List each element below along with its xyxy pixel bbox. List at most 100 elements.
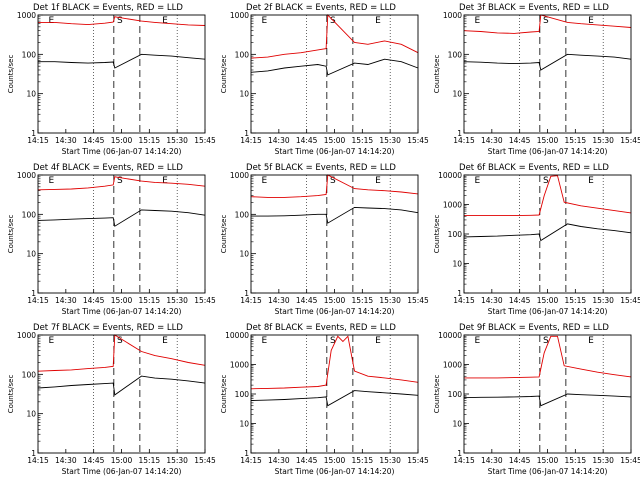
panel-1: Det 1f BLACK = Events, RED = LLD Counts/s… [7, 3, 216, 156]
panel-6: Det 6f BLACK = Events, RED = LLD Counts/s… [433, 163, 640, 316]
x-tick-label: 14:15 [27, 136, 49, 145]
y-tick-label: 100 [22, 370, 37, 379]
x-tick-label: 15:15 [139, 456, 161, 465]
panel-title: Det 3f BLACK = Events, RED = LLD [459, 3, 609, 13]
x-tick-label: 14:15 [240, 136, 262, 145]
panel-5: Det 5f BLACK = Events, RED = LLD Counts/s… [220, 163, 429, 316]
y-tick-label: 10 [452, 260, 462, 269]
x-tick-label: 14:15 [240, 456, 262, 465]
y-tick-label: 100 [22, 210, 37, 219]
marker-label: E [475, 176, 481, 186]
y-tick-label: 1 [244, 129, 249, 138]
series-line-lld [250, 335, 419, 390]
marker-label: E [375, 176, 381, 186]
x-tick-label: 14:45 [296, 456, 318, 465]
x-tick-label: 15:00 [537, 136, 559, 145]
y-tick-label: 10 [452, 90, 462, 99]
series-line-lld [463, 14, 632, 34]
x-tick-label: 14:30 [55, 136, 77, 145]
series-line-events [463, 393, 632, 407]
y-tick-label: 1 [31, 289, 36, 298]
x-tick-label: 14:45 [83, 456, 105, 465]
plot-frame [463, 174, 632, 294]
x-tick-label: 15:45 [620, 456, 640, 465]
marker-label: S [543, 176, 549, 186]
x-tick-label: 14:15 [27, 296, 49, 305]
panel-title: Det 7f BLACK = Events, RED = LLD [33, 323, 183, 333]
y-tick-label: 1 [457, 129, 462, 138]
y-tick-label: 1000 [230, 361, 249, 370]
x-tick-label: 15:30 [379, 456, 401, 465]
panel-7: Det 7f BLACK = Events, RED = LLD Counts/s… [7, 323, 216, 476]
x-tick-label: 15:45 [407, 456, 429, 465]
y-axis-label: Counts/sec [433, 375, 441, 414]
y-tick-label: 1 [244, 449, 249, 458]
x-tick-label: 15:15 [565, 296, 587, 305]
series-line-events [37, 209, 206, 227]
x-tick-label: 14:15 [27, 456, 49, 465]
x-tick-label: 14:30 [55, 296, 77, 305]
y-tick-label: 100 [448, 230, 463, 239]
marker-label: E [262, 336, 268, 346]
y-tick-label: 1 [31, 129, 36, 138]
x-tick-label: 15:15 [352, 296, 374, 305]
y-axis-label: Counts/sec [433, 215, 441, 254]
x-axis-label: Start Time (06-Jan-07 14:14:20) [275, 147, 395, 156]
marker-label: E [49, 16, 55, 26]
x-tick-label: 15:00 [324, 296, 346, 305]
y-tick-label: 1000 [17, 171, 36, 180]
x-tick-label: 15:45 [194, 136, 216, 145]
marker-label: E [262, 176, 268, 186]
marker-label: E [49, 176, 55, 186]
y-tick-label: 10 [239, 420, 249, 429]
panel-9: Det 9f BLACK = Events, RED = LLD Counts/s… [433, 323, 640, 476]
x-tick-label: 15:30 [592, 456, 614, 465]
y-tick-label: 10 [239, 250, 249, 259]
series-line-events [251, 206, 419, 224]
x-tick-label: 15:00 [324, 456, 346, 465]
y-tick-label: 100 [235, 390, 250, 399]
y-tick-label: 100 [448, 50, 463, 59]
x-tick-label: 14:30 [268, 296, 290, 305]
series-line-lld [464, 175, 632, 217]
x-tick-label: 14:30 [481, 296, 503, 305]
y-tick-label: 10 [239, 90, 249, 99]
panel-title: Det 2f BLACK = Events, RED = LLD [246, 3, 396, 13]
x-tick-label: 15:30 [166, 136, 188, 145]
x-axis-label: Start Time (06-Jan-07 14:14:20) [488, 147, 608, 156]
x-tick-label: 14:45 [509, 136, 531, 145]
marker-label: S [330, 336, 336, 346]
x-tick-label: 15:00 [111, 456, 133, 465]
x-tick-label: 15:45 [620, 296, 640, 305]
series-line-lld [464, 335, 632, 379]
marker-label: E [162, 16, 168, 26]
marker-label: S [543, 16, 549, 26]
y-tick-label: 100 [448, 390, 463, 399]
x-tick-label: 15:30 [379, 296, 401, 305]
y-tick-label: 1 [457, 289, 462, 298]
panel-title: Det 8f BLACK = Events, RED = LLD [246, 323, 396, 333]
x-tick-label: 15:15 [139, 136, 161, 145]
y-axis-label: Counts/sec [7, 215, 15, 254]
y-tick-label: 10000 [438, 171, 462, 180]
marker-label: E [375, 16, 381, 26]
x-tick-label: 14:45 [83, 296, 105, 305]
marker-label: S [117, 176, 123, 186]
y-tick-label: 10 [26, 250, 36, 259]
plot-frame [250, 334, 419, 454]
x-axis-label: Start Time (06-Jan-07 14:14:20) [275, 307, 395, 316]
panel-3: Det 3f BLACK = Events, RED = LLD Counts/s… [433, 3, 640, 156]
plot-frame [463, 334, 632, 454]
panel-4: Det 4f BLACK = Events, RED = LLD Counts/s… [7, 163, 216, 316]
series-line-events [38, 53, 206, 69]
x-tick-label: 14:45 [509, 296, 531, 305]
x-tick-label: 14:15 [453, 296, 475, 305]
marker-label: S [330, 16, 336, 26]
marker-label: E [49, 336, 55, 346]
x-tick-label: 15:45 [194, 296, 216, 305]
y-tick-label: 1 [244, 289, 249, 298]
x-tick-label: 14:30 [268, 136, 290, 145]
x-tick-label: 15:45 [407, 136, 429, 145]
x-tick-label: 14:15 [240, 296, 262, 305]
